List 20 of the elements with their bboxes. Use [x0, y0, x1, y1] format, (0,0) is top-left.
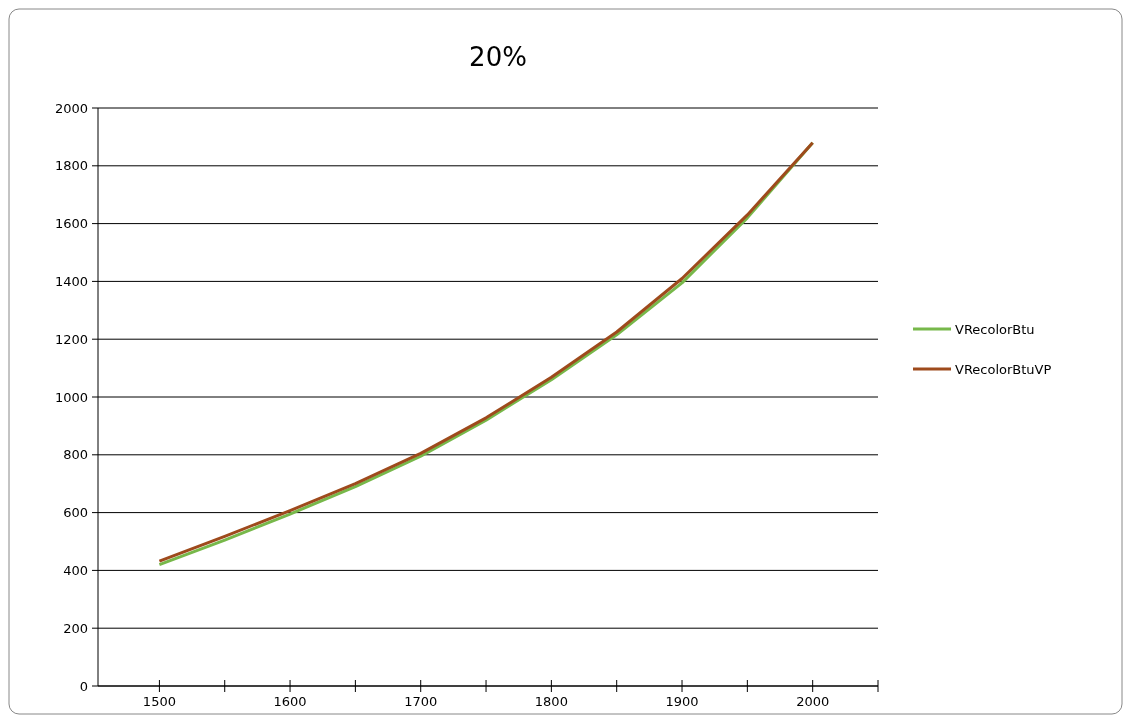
x-tick-label: 1600 [273, 694, 307, 709]
y-tick-label: 0 [79, 678, 88, 694]
y-tick-label: 1800 [54, 158, 88, 174]
y-tick-label: 1000 [54, 389, 88, 405]
x-tick-label: 2000 [796, 694, 830, 709]
y-tick-label: 600 [63, 505, 88, 521]
y-tick-label: 2000 [54, 100, 88, 116]
y-tick-label: 1200 [54, 331, 88, 347]
legend-label: VRecolorBtu [955, 321, 1035, 337]
y-tick-label: 1600 [54, 216, 88, 232]
x-tick-label: 1700 [404, 694, 438, 709]
legend-label: VRecolorBtuVP [955, 361, 1052, 377]
y-tick-label: 800 [63, 447, 88, 463]
x-tick-label: 1900 [665, 694, 699, 709]
x-tick-label: 1500 [142, 694, 176, 709]
x-tick-label: 1800 [534, 694, 568, 709]
y-tick-label: 200 [63, 620, 88, 636]
y-tick-label: 1400 [54, 273, 88, 289]
chart-title: 20% [469, 42, 527, 72]
y-tick-label: 400 [63, 562, 88, 578]
